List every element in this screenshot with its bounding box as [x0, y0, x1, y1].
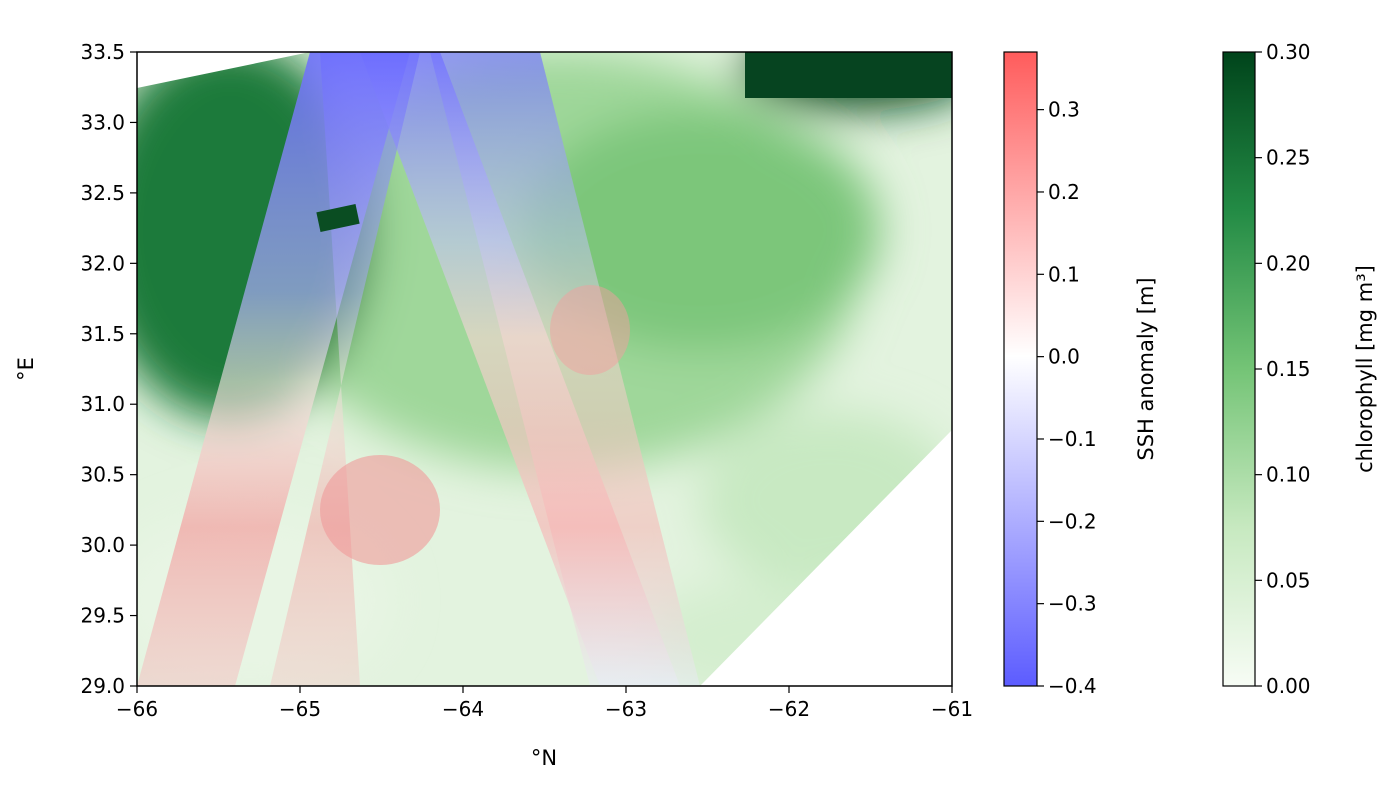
ssh-swath-4 — [270, 52, 420, 686]
colorbar-tick-label: −0.2 — [1048, 509, 1097, 533]
x-tick-label: −66 — [116, 697, 158, 721]
colorbar-tick-label: 0.30 — [1266, 40, 1311, 64]
ssh-colorbar-label: SSH anomaly [m] — [1134, 277, 1158, 460]
chlorophyll-colorbar-ticks: 0.00 0.05 0.10 0.15 0.20 0.25 0.30 — [1255, 40, 1311, 698]
x-tick-label: −61 — [931, 697, 973, 721]
ssh-eddy-positive-2 — [550, 285, 630, 375]
ssh-colorbar-ticks: −0.4 −0.3 −0.2 −0.1 0.0 0.1 0.2 0.3 — [1037, 98, 1097, 698]
x-tick-label: −64 — [442, 697, 484, 721]
y-tick-label: 33.0 — [80, 110, 125, 134]
y-tick-label: 31.0 — [80, 392, 125, 416]
colorbar-tick-label: 0.1 — [1048, 262, 1080, 286]
colorbar-tick-label: 0.20 — [1266, 251, 1311, 275]
no-data-corner — [137, 52, 310, 88]
high-chlorophyll-band — [745, 52, 952, 98]
chlorophyll-colorbar-label: chlorophyll [mg m³] — [1353, 265, 1377, 473]
y-tick-label: 29.0 — [80, 674, 125, 698]
colorbar-tick-label: 0.10 — [1266, 463, 1311, 487]
ssh-colorbar-frame — [1003, 51, 1038, 687]
no-data-land — [700, 430, 952, 686]
colorbar-tick-label: 0.05 — [1266, 568, 1311, 592]
y-tick-label: 33.5 — [80, 40, 125, 64]
y-tick-label: 32.0 — [80, 251, 125, 275]
axes-frame — [136, 51, 953, 687]
x-axis-label: °N — [531, 746, 557, 770]
colorbar-tick-label: 0.15 — [1266, 357, 1311, 381]
y-tick-label: 32.5 — [80, 181, 125, 205]
ssh-eddy-positive — [320, 455, 440, 565]
x-axis: −66 −65 −64 −63 −62 −61 — [116, 686, 973, 721]
chlorophyll-colorbar — [1223, 52, 1255, 686]
y-tick-label: 30.0 — [80, 533, 125, 557]
ssh-colorbar — [1004, 52, 1037, 686]
dark-patch — [316, 204, 360, 232]
ssh-swath-3 — [430, 52, 700, 686]
y-axis: 29.0 29.5 30.0 30.5 31.0 31.5 32.0 32.5 33.0 33.5 — [80, 40, 137, 698]
y-tick-label: 30.5 — [80, 463, 125, 487]
colorbar-tick-label: 0.2 — [1048, 180, 1080, 204]
colorbar-tick-label: −0.1 — [1048, 427, 1097, 451]
colorbar-tick-label: −0.3 — [1048, 592, 1097, 616]
colorbar-tick-label: −0.4 — [1048, 674, 1097, 698]
y-tick-label: 29.5 — [80, 604, 125, 628]
y-tick-label: 31.5 — [80, 322, 125, 346]
y-axis-label: °E — [14, 357, 38, 381]
colorbar-tick-label: 0.00 — [1266, 674, 1311, 698]
x-tick-label: −63 — [605, 697, 647, 721]
colorbar-tick-label: 0.25 — [1266, 146, 1311, 170]
colorbar-tick-label: 0.3 — [1048, 98, 1080, 122]
x-tick-label: −65 — [279, 697, 321, 721]
plot-area — [137, 52, 952, 686]
colorbar-tick-label: 0.0 — [1048, 345, 1080, 369]
x-tick-label: −62 — [768, 697, 810, 721]
